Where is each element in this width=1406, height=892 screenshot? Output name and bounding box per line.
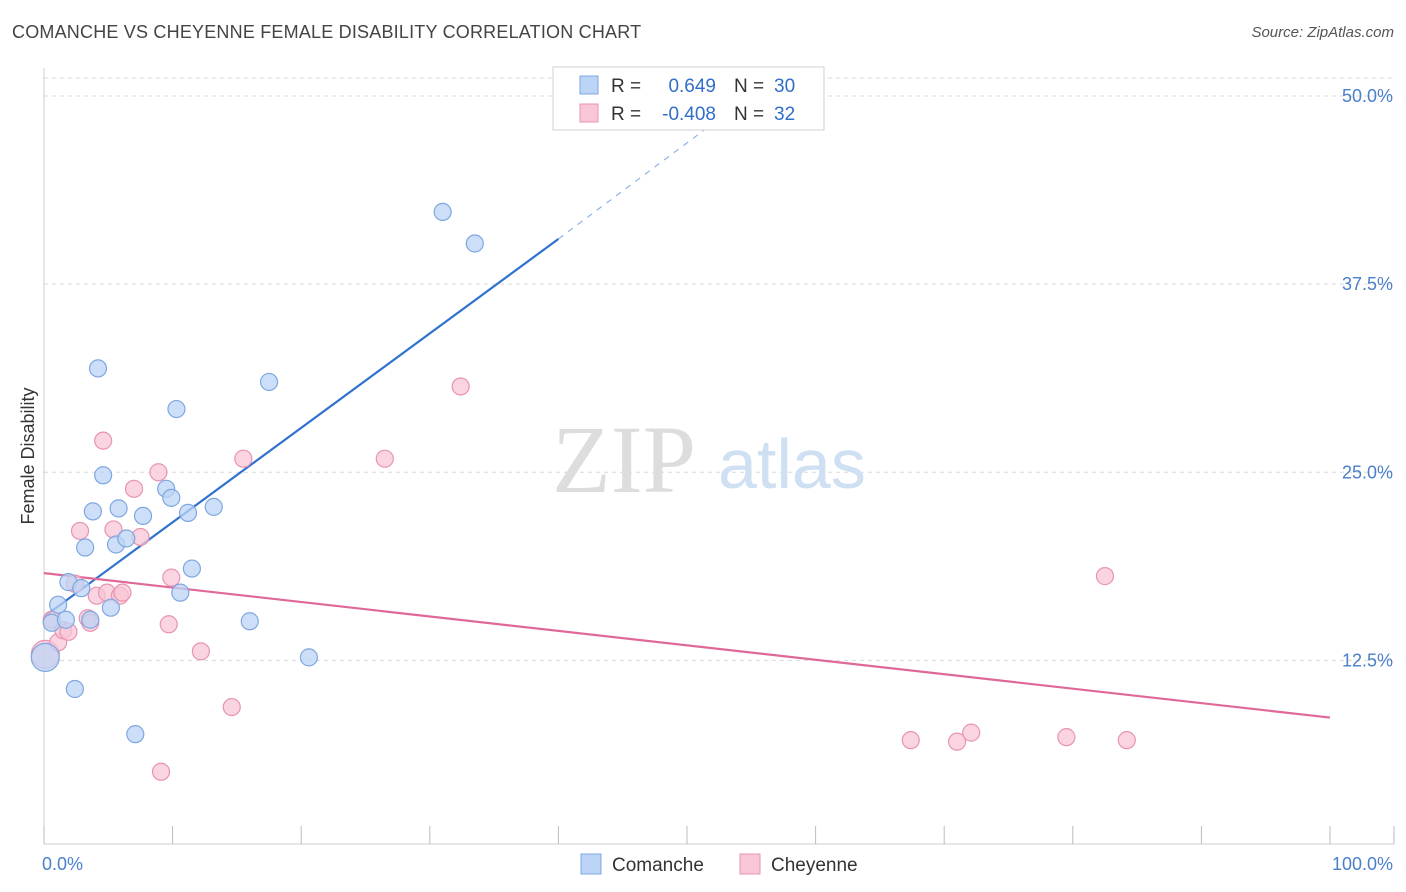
comanche-point-2 bbox=[49, 595, 68, 614]
y-tick-label-2: 37.5% bbox=[1342, 274, 1393, 294]
legend-cheyenne-swatch bbox=[739, 853, 761, 875]
chart-title: COMANCHE VS CHEYENNE FEMALE DISABILITY C… bbox=[12, 22, 642, 42]
cheyenne-point-26 bbox=[901, 731, 920, 750]
comanche-point-14 bbox=[109, 499, 128, 518]
legend-cheyenne-label: Cheyenne bbox=[771, 855, 858, 876]
cheyenne-swatch bbox=[579, 103, 599, 123]
x-tick-label-0: 0.0% bbox=[42, 854, 83, 874]
comanche-point-19 bbox=[162, 488, 181, 507]
y-tick-label-0: 12.5% bbox=[1342, 650, 1393, 670]
x-tick-label-1: 100.0% bbox=[1332, 854, 1393, 874]
cheyenne-point-17 bbox=[149, 463, 168, 482]
cheyenne-point-19 bbox=[159, 615, 178, 634]
cheyenne-point-27 bbox=[947, 732, 967, 751]
cheyenne-trend-line bbox=[43, 572, 1331, 719]
comanche-point-29 bbox=[465, 234, 484, 253]
comanche-point-16 bbox=[126, 725, 145, 744]
axes bbox=[43, 68, 1394, 845]
y-tick-label-3: 50.0% bbox=[1342, 86, 1393, 106]
comanche-point-8 bbox=[81, 610, 100, 629]
x-ticks bbox=[43, 826, 1395, 844]
comanche-point-7 bbox=[76, 538, 95, 557]
trend-lines bbox=[43, 113, 1331, 719]
comanche-point-11 bbox=[94, 466, 113, 485]
comanche-point-17 bbox=[133, 506, 153, 526]
comanche-point-15 bbox=[117, 529, 136, 548]
cheyenne-n-label: N = bbox=[734, 104, 764, 125]
comanche-point-27 bbox=[299, 648, 319, 667]
comanche-trend-extension bbox=[558, 113, 726, 240]
cheyenne-point-18 bbox=[151, 762, 171, 781]
comanche-r-value: 0.649 bbox=[668, 76, 716, 97]
comanche-point-10 bbox=[88, 359, 108, 378]
cheyenne-point-24 bbox=[375, 449, 394, 468]
comanche-point-3 bbox=[56, 610, 75, 629]
comanche-point-20 bbox=[167, 399, 186, 419]
cheyenne-point-23 bbox=[234, 449, 253, 468]
cheyenne-point-25 bbox=[451, 377, 470, 396]
comanche-point-9 bbox=[83, 502, 102, 521]
legend-comanche-swatch bbox=[580, 853, 602, 875]
cheyenne-point-28 bbox=[962, 723, 981, 742]
source-label: Source: ZipAtlas.com bbox=[1251, 24, 1394, 41]
comanche-swatch bbox=[579, 75, 599, 95]
cheyenne-r-label: R = bbox=[611, 104, 641, 125]
x-tick-labels: 0.0% 100.0% bbox=[42, 854, 1393, 874]
y-tick-labels: 12.5% 25.0% 37.5% 50.0% bbox=[1342, 86, 1393, 670]
comanche-n-label: N = bbox=[734, 76, 764, 97]
cheyenne-n-value: 32 bbox=[774, 104, 795, 125]
comanche-n-value: 30 bbox=[774, 76, 795, 97]
cheyenne-point-22 bbox=[222, 697, 241, 717]
cheyenne-point-21 bbox=[191, 642, 210, 661]
comanche-point-22 bbox=[178, 503, 198, 522]
comanche-point-28 bbox=[433, 202, 452, 221]
cheyenne-point-30 bbox=[1095, 567, 1115, 586]
cheyenne-point-29 bbox=[1057, 728, 1076, 747]
comanche-point-23 bbox=[182, 559, 201, 578]
cheyenne-point-15 bbox=[124, 479, 144, 498]
comanche-point-25 bbox=[240, 612, 259, 631]
comanche-points bbox=[30, 202, 484, 744]
cheyenne-r-value: -0.408 bbox=[662, 104, 716, 125]
watermark: ZIP atlas bbox=[552, 406, 866, 513]
comanche-point-5 bbox=[65, 679, 84, 699]
watermark-zip: ZIP bbox=[552, 406, 696, 513]
comanche-point-6 bbox=[72, 579, 91, 598]
comanche-point-0 bbox=[30, 642, 60, 672]
legend-comanche-label: Comanche bbox=[612, 855, 704, 876]
y-tick-label-1: 25.0% bbox=[1342, 462, 1393, 482]
watermark-atlas: atlas bbox=[718, 425, 866, 503]
y-axis-title: Female Disability bbox=[18, 387, 38, 524]
cheyenne-point-10 bbox=[94, 431, 113, 450]
comanche-point-24 bbox=[204, 497, 223, 516]
cheyenne-point-14 bbox=[113, 583, 132, 602]
cheyenne-point-31 bbox=[1117, 731, 1136, 750]
stats-legend: R = 0.649 N = 30 R = -0.408 N = 32 bbox=[552, 66, 825, 131]
cheyenne-point-20 bbox=[162, 568, 181, 587]
cheyenne-point-6 bbox=[70, 521, 90, 541]
grid-lines bbox=[44, 77, 1394, 661]
series-legend: Comanche Cheyenne bbox=[580, 853, 858, 876]
comanche-trend-line bbox=[43, 238, 560, 618]
comanche-point-26 bbox=[259, 372, 279, 392]
comanche-point-21 bbox=[171, 583, 190, 602]
comanche-point-12 bbox=[101, 598, 120, 617]
comanche-r-label: R = bbox=[611, 76, 641, 97]
